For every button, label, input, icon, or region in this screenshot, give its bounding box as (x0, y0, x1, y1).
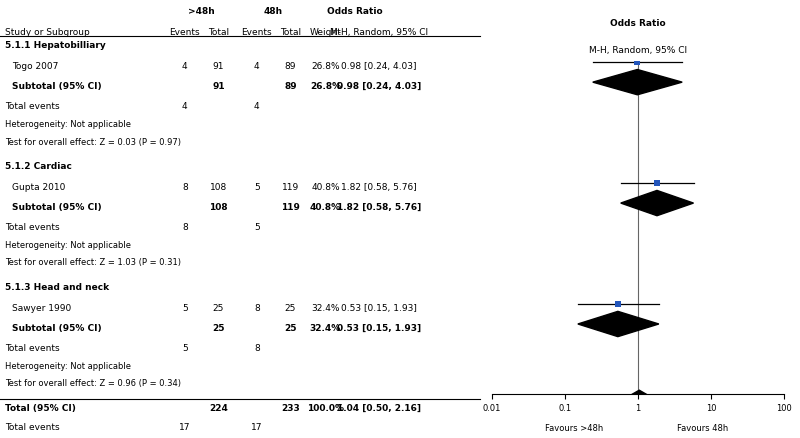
Text: Study or Subgroup: Study or Subgroup (5, 28, 90, 38)
Text: Subtotal (95% CI): Subtotal (95% CI) (12, 203, 102, 212)
Text: 25: 25 (284, 324, 297, 333)
Text: Subtotal (95% CI): Subtotal (95% CI) (12, 324, 102, 333)
Text: Favours >48h: Favours >48h (545, 424, 603, 433)
Polygon shape (616, 390, 662, 417)
Text: 5.1.2 Cardiac: 5.1.2 Cardiac (5, 162, 72, 171)
Text: 4: 4 (254, 62, 260, 71)
Text: 26.8%: 26.8% (311, 62, 340, 71)
Text: Test for overall effect: Z = 0.03 (P = 0.97): Test for overall effect: Z = 0.03 (P = 0… (5, 138, 181, 147)
Text: 91: 91 (213, 62, 224, 71)
Text: 5.1.3 Head and neck: 5.1.3 Head and neck (5, 283, 109, 292)
Text: 4: 4 (254, 102, 260, 111)
Text: 4: 4 (182, 62, 188, 71)
Text: 8: 8 (254, 304, 260, 313)
Text: Total events: Total events (5, 423, 59, 432)
Text: Events: Events (242, 28, 272, 38)
Text: 1.82 [0.58, 5.76]: 1.82 [0.58, 5.76] (337, 203, 422, 212)
Text: 25: 25 (212, 324, 225, 333)
Text: 5: 5 (182, 344, 188, 353)
Text: 40.8%: 40.8% (310, 203, 341, 212)
Text: 8: 8 (182, 183, 188, 192)
Text: 5: 5 (254, 183, 260, 192)
Text: Total: Total (280, 28, 301, 38)
Text: 0.98 [0.24, 4.03]: 0.98 [0.24, 4.03] (337, 82, 422, 91)
Text: 100.0%: 100.0% (307, 403, 344, 413)
Text: 26.8%: 26.8% (310, 82, 341, 91)
Polygon shape (593, 70, 682, 95)
Text: 108: 108 (210, 183, 227, 192)
Text: Odds Ratio: Odds Ratio (327, 7, 382, 16)
Text: Weight: Weight (310, 28, 342, 38)
Text: Test for overall effect: Z = 0.96 (P = 0.34): Test for overall effect: Z = 0.96 (P = 0… (5, 379, 181, 389)
Text: 224: 224 (209, 403, 228, 413)
Text: Events: Events (170, 28, 200, 38)
Text: Odds Ratio: Odds Ratio (610, 19, 666, 28)
Text: Test for overall effect: Z = 1.03 (P = 0.31): Test for overall effect: Z = 1.03 (P = 0… (5, 258, 181, 268)
Text: 119: 119 (282, 183, 299, 192)
Text: 5: 5 (254, 223, 260, 232)
Text: 25: 25 (213, 304, 224, 313)
Text: 89: 89 (285, 62, 296, 71)
Text: 0.98 [0.24, 4.03]: 0.98 [0.24, 4.03] (342, 62, 417, 71)
Text: 108: 108 (209, 203, 228, 212)
Text: 32.4%: 32.4% (311, 304, 340, 313)
Polygon shape (621, 191, 694, 216)
Text: 5: 5 (182, 304, 188, 313)
Text: Total (95% CI): Total (95% CI) (5, 403, 76, 413)
Text: 40.8%: 40.8% (311, 183, 340, 192)
Text: 91: 91 (212, 82, 225, 91)
Text: Gupta 2010: Gupta 2010 (12, 183, 66, 192)
Text: 48h: 48h (264, 7, 283, 16)
Text: 1.82 [0.58, 5.76]: 1.82 [0.58, 5.76] (342, 183, 417, 192)
Text: >48h: >48h (188, 7, 215, 16)
Text: 17: 17 (251, 423, 262, 432)
Text: Heterogeneity: Not applicable: Heterogeneity: Not applicable (5, 120, 131, 129)
Text: 32.4%: 32.4% (310, 324, 341, 333)
Text: Total events: Total events (5, 102, 59, 111)
Text: M-H, Random, 95% CI: M-H, Random, 95% CI (589, 46, 687, 55)
Text: Favours 48h: Favours 48h (677, 424, 728, 433)
Text: 4: 4 (182, 102, 188, 111)
Text: Total: Total (208, 28, 229, 38)
Text: 233: 233 (281, 403, 300, 413)
Text: M-H, Random, 95% CI: M-H, Random, 95% CI (330, 28, 428, 38)
Text: 1.04 [0.50, 2.16]: 1.04 [0.50, 2.16] (338, 403, 422, 413)
Text: 25: 25 (285, 304, 296, 313)
Text: 89: 89 (284, 82, 297, 91)
Text: Togo 2007: Togo 2007 (12, 62, 58, 71)
Text: 0.53 [0.15, 1.93]: 0.53 [0.15, 1.93] (342, 304, 417, 313)
Text: 0.53 [0.15, 1.93]: 0.53 [0.15, 1.93] (337, 324, 422, 333)
Text: Total events: Total events (5, 344, 59, 353)
Text: 8: 8 (254, 344, 260, 353)
Text: Heterogeneity: Not applicable: Heterogeneity: Not applicable (5, 362, 131, 371)
Text: 17: 17 (179, 423, 190, 432)
Text: Heterogeneity: Not applicable: Heterogeneity: Not applicable (5, 241, 131, 250)
Polygon shape (578, 311, 659, 337)
Text: 119: 119 (281, 203, 300, 212)
Text: 5.1.1 Hepatobilliary: 5.1.1 Hepatobilliary (5, 41, 106, 50)
Text: 8: 8 (182, 223, 188, 232)
Text: Total events: Total events (5, 223, 59, 232)
Text: Sawyer 1990: Sawyer 1990 (12, 304, 71, 313)
Text: Subtotal (95% CI): Subtotal (95% CI) (12, 82, 102, 91)
